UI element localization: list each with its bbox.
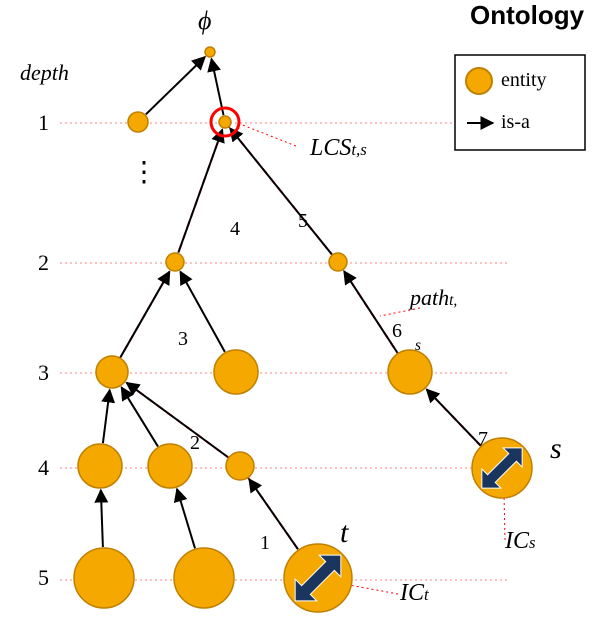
edge-number: 4 <box>230 218 240 241</box>
depth-label: depth <box>20 60 69 86</box>
legend-isa-label: is-a <box>501 111 530 134</box>
edge-number: 2 <box>190 432 200 455</box>
math-label: patht, <box>410 285 457 311</box>
depth-ellipsis: ⋮ <box>130 155 158 189</box>
depth-number: 4 <box>38 455 49 481</box>
edge-number: 1 <box>260 532 270 555</box>
depth-number: 1 <box>38 110 49 136</box>
diagram-title: Ontology <box>470 0 584 31</box>
edge-number: 5 <box>298 210 308 233</box>
edge-number: 7 <box>478 428 488 451</box>
depth-number: 5 <box>38 565 49 591</box>
legend-entity-label: entity <box>501 69 547 92</box>
math-label: ϕ <box>198 6 211 36</box>
math-label: ICt <box>400 580 429 607</box>
edge-number: 6 <box>392 320 402 343</box>
depth-number: 3 <box>38 360 49 386</box>
math-label: t <box>340 516 348 550</box>
math-label: LCSt,s <box>310 135 367 162</box>
math-label: s <box>550 432 562 466</box>
math-label: ICs <box>505 528 536 555</box>
depth-number: 2 <box>38 250 49 276</box>
edge-number: 3 <box>178 328 188 351</box>
math-label: s <box>415 330 421 356</box>
